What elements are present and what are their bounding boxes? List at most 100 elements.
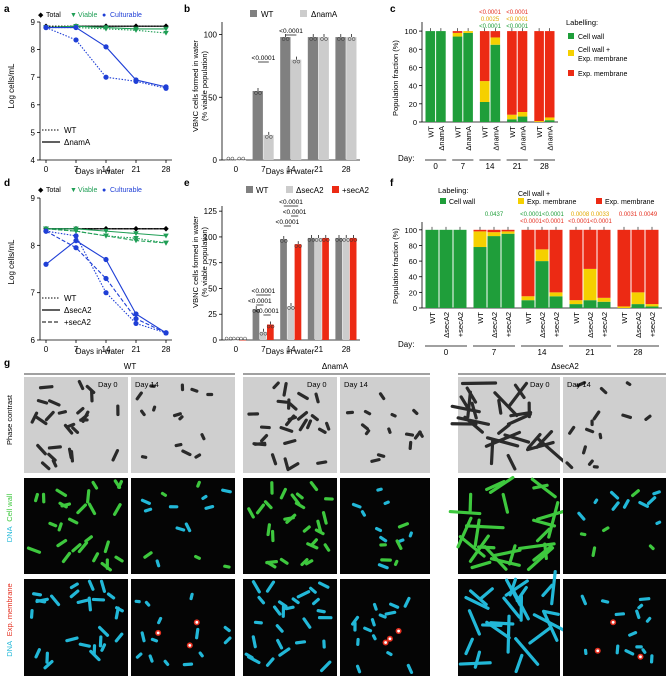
cell <box>497 423 511 435</box>
cell <box>287 462 300 471</box>
f-legend-both-2: Exp. membrane <box>527 199 577 206</box>
legend-wt: WT <box>64 126 77 135</box>
cell <box>465 386 478 404</box>
cell <box>592 410 601 421</box>
cell <box>244 652 254 660</box>
micrograph-tile <box>131 377 235 473</box>
b-bar <box>252 91 263 160</box>
a-point-culturable <box>73 24 79 31</box>
e-bar <box>232 340 239 341</box>
cell <box>631 489 640 498</box>
f-category-label: ΔsecA2 <box>490 312 499 338</box>
d-series-culturable <box>45 230 167 334</box>
cell <box>58 501 68 509</box>
a-point-culturable <box>133 77 139 83</box>
cell <box>638 597 651 602</box>
cell <box>172 412 182 418</box>
d-xtick-label: 7 <box>74 345 79 354</box>
cell <box>266 523 272 537</box>
d-ytick-label: 6 <box>31 336 36 345</box>
cell <box>506 453 517 471</box>
f-bar-segment <box>521 300 535 308</box>
cell <box>155 559 161 568</box>
cell <box>277 600 288 608</box>
d-point-viable <box>163 233 169 239</box>
b-replicate-dot <box>341 37 345 41</box>
cell <box>504 579 529 597</box>
cell <box>568 425 576 435</box>
g-row-cellwall-label: Cell wall <box>5 493 14 521</box>
b-replicate-dot <box>265 135 269 139</box>
cell <box>464 595 490 610</box>
cell <box>507 544 517 566</box>
f-category-label: ΔsecA2 <box>586 312 595 338</box>
c-pvalue: <0.0001 <box>479 10 502 16</box>
b-replicate-dot <box>230 156 235 161</box>
panel-b: VBNC cells formed in water (% viable pop… <box>191 10 360 176</box>
b-ytick-label: 50 <box>208 93 217 102</box>
e-bar <box>342 237 350 340</box>
f-bar-segment <box>487 236 501 308</box>
b-bar <box>335 37 346 160</box>
cell <box>26 546 42 554</box>
micrograph-tile <box>243 579 337 676</box>
d-point-culturable <box>103 275 109 282</box>
b-replicate-dot <box>237 156 241 161</box>
c-ytick-label: 80 <box>409 45 417 54</box>
c-ytick-label: 100 <box>404 27 417 36</box>
b-replicate-dot <box>296 59 301 64</box>
f-bar-segment <box>569 229 583 301</box>
d-point-total <box>103 226 109 232</box>
cell <box>320 660 332 673</box>
cell <box>114 632 124 643</box>
cell <box>247 412 260 416</box>
d-point-culturable <box>43 228 49 234</box>
a-xtick-label: 21 <box>132 165 141 174</box>
f-bar-segment <box>473 231 487 248</box>
cell <box>201 494 208 501</box>
f-legend-both-1: Cell wall + <box>518 191 550 198</box>
legend-d-comp: +secA2 <box>64 318 91 327</box>
b-replicate-dot <box>281 37 286 41</box>
cell <box>364 429 371 436</box>
e-replicate-dot <box>335 238 339 242</box>
f-bar-segment <box>549 296 563 308</box>
c-bar-segment <box>425 31 436 122</box>
cell <box>41 492 46 504</box>
cell <box>355 664 362 674</box>
f-bar-segment <box>631 229 645 293</box>
b-xtick-label: 7 <box>261 165 266 174</box>
cell <box>464 637 474 656</box>
cell <box>163 659 170 666</box>
f-pvalue: 0.0031 0.0049 <box>619 212 658 218</box>
a-ytick-label: 8 <box>31 46 36 55</box>
cell <box>318 581 330 589</box>
cell <box>456 516 473 549</box>
b-replicate-dot <box>226 156 231 161</box>
b-ylabel-1: VBNC cells formed in water <box>191 40 200 132</box>
cell <box>598 432 603 440</box>
c-ylabel: Population fraction (%) <box>391 40 400 116</box>
f-bar-segment <box>535 261 549 308</box>
cell <box>404 432 415 437</box>
cell <box>263 500 273 510</box>
legend-culturable-marker: ● <box>102 12 106 19</box>
legend-viable-marker: ▼ <box>70 12 77 19</box>
cell <box>527 401 531 419</box>
cell <box>377 563 389 570</box>
cell <box>135 391 143 401</box>
b-bar <box>346 37 357 160</box>
cell <box>624 649 635 656</box>
c-pvalue: <0.0001 <box>506 10 529 16</box>
e-bar <box>280 238 287 340</box>
cell <box>497 398 503 415</box>
cell <box>84 535 93 543</box>
a-legend-top: ◆ Total ▼ Viable ● Culturable <box>38 12 142 19</box>
legend-d-total: Total <box>46 187 61 194</box>
cell <box>30 411 39 424</box>
cell <box>77 379 85 391</box>
e-pvalue: <0.0001 <box>276 219 300 226</box>
cell <box>488 475 515 494</box>
c-category-label: WT <box>508 126 517 138</box>
cell <box>160 491 168 497</box>
